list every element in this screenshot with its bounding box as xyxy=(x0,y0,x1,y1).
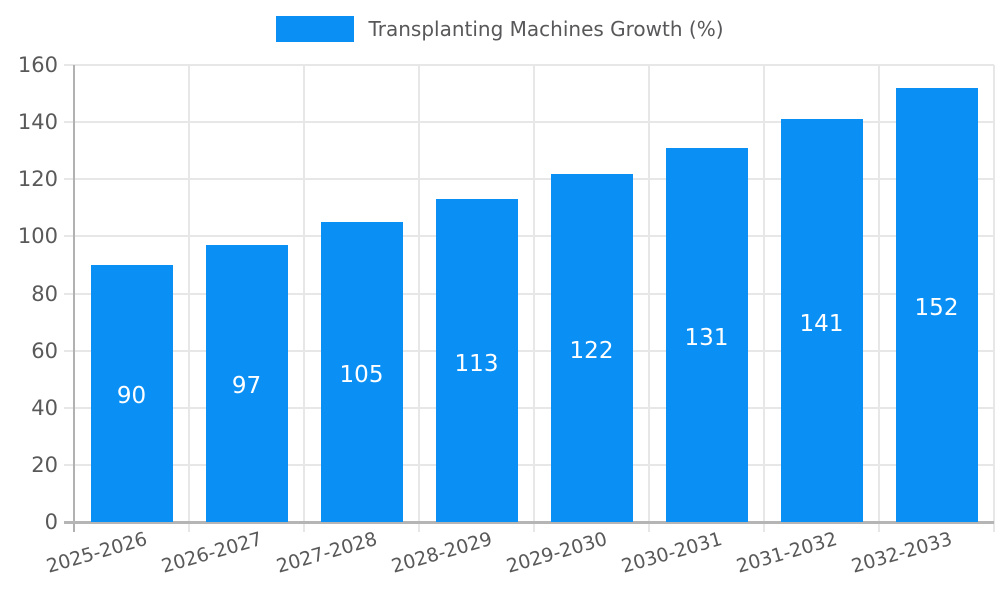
y-axis-line xyxy=(73,65,75,532)
y-tick-label: 20 xyxy=(31,452,58,477)
v-gridline xyxy=(763,65,765,532)
x-axis-line xyxy=(64,521,994,524)
bar-value-label: 152 xyxy=(914,294,959,321)
h-gridline xyxy=(64,121,994,124)
v-gridline xyxy=(533,65,535,532)
v-gridline xyxy=(648,65,650,532)
v-gridline xyxy=(878,65,880,532)
x-tick-label: 2028-2029 xyxy=(388,528,495,578)
bar-value-label: 105 xyxy=(339,362,384,389)
h-gridline xyxy=(64,463,994,466)
bar-value-label: 90 xyxy=(116,383,147,410)
x-tick-label: 2029-2030 xyxy=(503,528,610,578)
y-tick-label: 120 xyxy=(17,167,58,192)
y-tick-label: 140 xyxy=(17,110,58,135)
h-gridline xyxy=(64,292,994,295)
h-gridline xyxy=(64,178,994,181)
x-tick-label: 2027-2028 xyxy=(273,528,380,578)
x-tick-label: 2032-2033 xyxy=(848,528,955,578)
bar-value-label: 131 xyxy=(684,324,729,351)
bar-2030-2031[interactable]: 131 xyxy=(665,147,748,522)
y-tick-label: 40 xyxy=(31,395,58,420)
bar-value-label: 113 xyxy=(454,350,499,377)
bar-value-label: 141 xyxy=(799,310,844,337)
h-gridline xyxy=(64,235,994,238)
x-tick-label: 2025-2026 xyxy=(43,528,150,578)
v-gridline xyxy=(188,65,190,532)
bar-2026-2027[interactable]: 97 xyxy=(205,244,288,522)
legend-item[interactable]: Transplanting Machines Growth (%) xyxy=(0,16,1000,42)
legend-swatch xyxy=(276,16,355,42)
bar-2031-2032[interactable]: 141 xyxy=(780,119,863,522)
bar-2029-2030[interactable]: 122 xyxy=(550,173,633,522)
bar-2032-2033[interactable]: 152 xyxy=(895,87,978,522)
bar-2025-2026[interactable]: 90 xyxy=(90,264,173,522)
y-tick-label: 160 xyxy=(17,53,58,77)
bar-2027-2028[interactable]: 105 xyxy=(320,222,403,522)
y-tick-label: 80 xyxy=(31,281,58,306)
v-gridline xyxy=(993,65,995,532)
y-tick-label: 60 xyxy=(31,338,58,363)
bar-value-label: 97 xyxy=(231,373,262,400)
h-gridline xyxy=(64,64,994,66)
y-tick-label: 0 xyxy=(44,510,58,534)
x-tick-label: 2031-2032 xyxy=(733,528,840,578)
legend-label: Transplanting Machines Growth (%) xyxy=(368,17,724,41)
bar-value-label: 122 xyxy=(569,337,614,364)
v-gridline xyxy=(303,65,305,532)
bar-2028-2029[interactable]: 113 xyxy=(435,199,518,522)
x-tick-label: 2026-2027 xyxy=(158,528,265,578)
h-gridline xyxy=(64,406,994,409)
x-tick-label: 2030-2031 xyxy=(618,528,725,578)
plot-area: 90 97 105 113 122 131 141 152 xyxy=(64,64,995,532)
h-gridline xyxy=(64,349,994,352)
v-gridline xyxy=(418,65,420,532)
y-tick-label: 100 xyxy=(17,224,58,249)
